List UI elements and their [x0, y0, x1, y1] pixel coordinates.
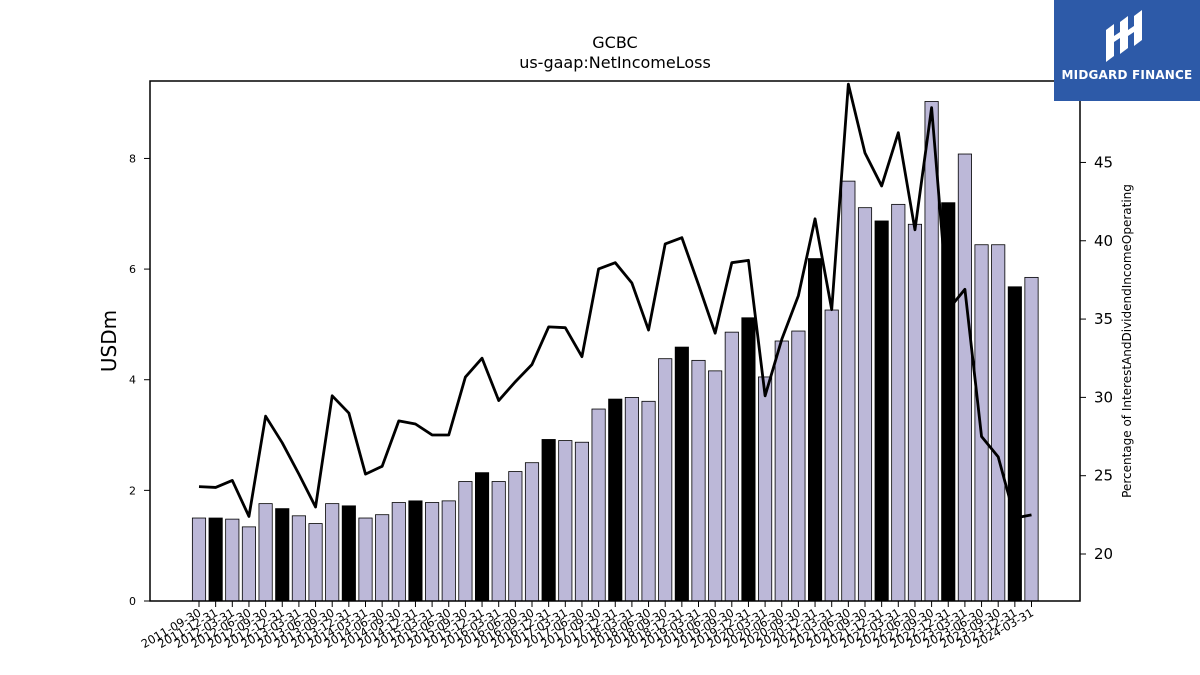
bar: [558, 440, 573, 602]
y2-tick-label: 30: [1094, 388, 1113, 406]
bar: [524, 462, 540, 602]
y2-tick-label: 45: [1094, 153, 1113, 171]
x-axis: 2011-09-302011-12-312012-03-312012-06-30…: [139, 601, 1036, 651]
bar: [391, 502, 406, 602]
y-axis-label: USDm: [97, 310, 121, 372]
bar: [541, 439, 556, 602]
line-path: [198, 82, 1032, 520]
bar: [841, 180, 856, 602]
bar: [225, 518, 240, 602]
bar: [608, 398, 623, 602]
bar: [874, 220, 889, 602]
brand-logo: MIDGARD FINANCE: [1054, 0, 1200, 101]
bar: [674, 346, 689, 602]
bar: [774, 340, 789, 602]
bar: [708, 370, 723, 602]
bar: [425, 502, 440, 602]
bar: [574, 441, 589, 602]
bar: [758, 376, 773, 602]
bar: [441, 500, 456, 602]
bar: [891, 203, 906, 602]
y-tick-label: 0: [129, 595, 136, 608]
bar: [791, 330, 806, 602]
y-tick-label: 4: [129, 374, 136, 387]
y-axis-left: 0 2 4 6 8: [129, 152, 150, 608]
bar: [624, 397, 639, 602]
bar: [241, 526, 257, 602]
y2-tick-label: 40: [1094, 232, 1113, 250]
y-axis-right: 20253035404550: [1080, 75, 1113, 563]
y2-tick-label: 35: [1094, 310, 1113, 328]
y-tick-label: 2: [129, 484, 136, 497]
y2-tick-label: 20: [1094, 545, 1113, 563]
bar: [325, 503, 340, 602]
y-tick-label: 6: [129, 263, 136, 276]
bar: [857, 207, 873, 602]
bar: [491, 481, 506, 602]
bar: [808, 258, 823, 602]
bar: [341, 505, 356, 602]
y-tick-label: 8: [129, 152, 136, 165]
chart-title: GCBC: [592, 33, 637, 52]
bar: [724, 331, 739, 602]
line-series: [198, 82, 1032, 520]
bar: [907, 223, 922, 602]
bar: [591, 408, 606, 602]
bar: [408, 500, 423, 602]
bar: [957, 153, 972, 602]
bar: [691, 359, 706, 602]
y2-axis-label: Percentage of InterestAndDividendIncomeO…: [1120, 184, 1134, 498]
bar: [474, 472, 490, 602]
bar: [641, 400, 656, 602]
bar: [991, 244, 1006, 602]
bar: [741, 317, 756, 602]
y2-tick-label: 25: [1094, 467, 1113, 485]
bar: [258, 503, 273, 602]
bar: [1024, 276, 1039, 602]
bar: [208, 517, 223, 602]
midgard-mark-icon: [1106, 10, 1142, 62]
bar: [358, 517, 373, 602]
bar: [191, 517, 207, 602]
bar: [291, 515, 306, 602]
bar: [974, 244, 989, 602]
bar: [375, 514, 390, 602]
bar: [1007, 286, 1022, 602]
bar: [275, 508, 290, 602]
bar: [308, 523, 323, 602]
bar: [658, 358, 673, 602]
chart-subtitle: us-gaap:NetIncomeLoss: [519, 53, 711, 72]
bar: [458, 481, 473, 602]
bar: [508, 471, 523, 602]
bar-series: [191, 101, 1039, 602]
bar: [824, 309, 839, 602]
brand-name: MIDGARD FINANCE: [1061, 68, 1193, 82]
